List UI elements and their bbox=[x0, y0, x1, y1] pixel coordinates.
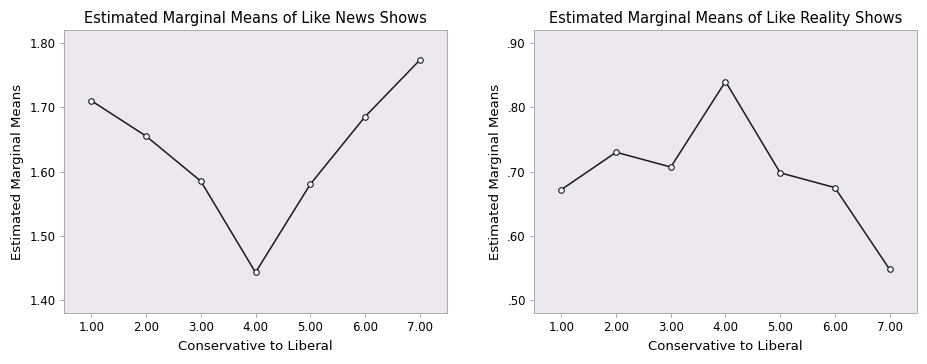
X-axis label: Conservative to Liberal: Conservative to Liberal bbox=[647, 340, 802, 353]
Y-axis label: Estimated Marginal Means: Estimated Marginal Means bbox=[488, 83, 501, 260]
Title: Estimated Marginal Means of Like Reality Shows: Estimated Marginal Means of Like Reality… bbox=[548, 11, 901, 26]
X-axis label: Conservative to Liberal: Conservative to Liberal bbox=[178, 340, 333, 353]
Title: Estimated Marginal Means of Like News Shows: Estimated Marginal Means of Like News Sh… bbox=[84, 11, 426, 26]
Y-axis label: Estimated Marginal Means: Estimated Marginal Means bbox=[11, 83, 24, 260]
